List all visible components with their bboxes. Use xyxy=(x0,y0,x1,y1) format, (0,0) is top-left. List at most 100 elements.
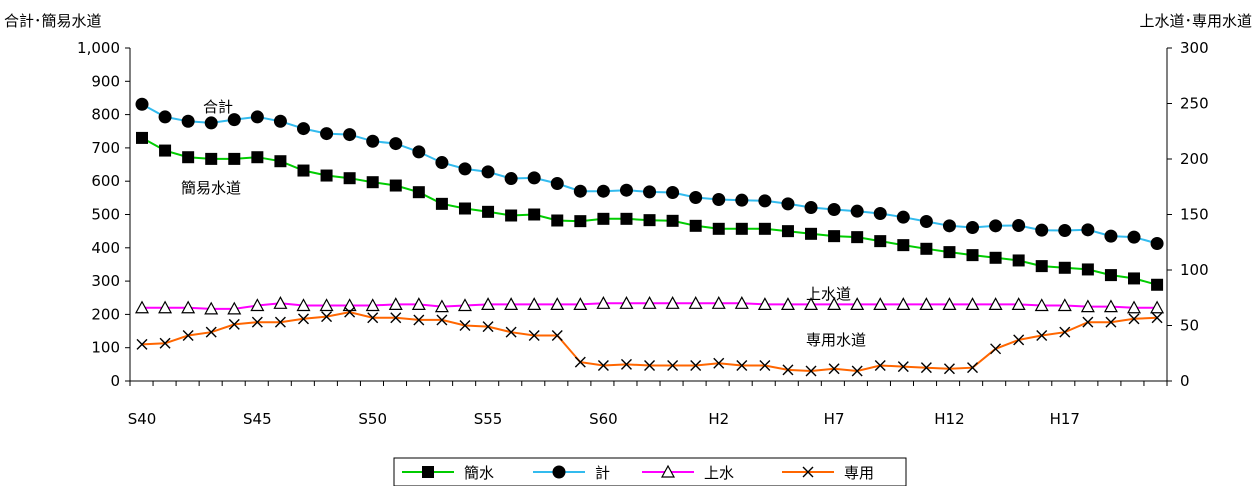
data-point xyxy=(735,222,748,235)
data-point xyxy=(1012,218,1026,232)
left-tick-label: 800 xyxy=(91,106,120,124)
series-専用 xyxy=(136,306,1163,377)
annotation-upper: 上水道 xyxy=(806,285,851,303)
data-point xyxy=(457,298,472,312)
data-point xyxy=(967,362,979,374)
data-point xyxy=(989,251,1002,264)
annotation-private: 専用水道 xyxy=(806,331,866,349)
data-point xyxy=(274,316,286,328)
data-point xyxy=(344,306,356,318)
right-tick-label: 150 xyxy=(1180,206,1209,224)
data-point xyxy=(436,314,448,326)
data-point xyxy=(434,299,449,313)
legend-label: 専用 xyxy=(844,464,874,482)
right-axis-title: 上水道･専用水道 xyxy=(1139,12,1252,30)
legend-marker xyxy=(552,465,566,479)
data-point xyxy=(897,361,909,373)
left-tick-label: 200 xyxy=(91,305,120,323)
data-point xyxy=(1150,236,1164,250)
legend: 簡水 計 上水 専用 xyxy=(393,457,907,486)
data-point xyxy=(250,110,264,124)
data-point xyxy=(989,219,1003,233)
data-point xyxy=(251,151,264,164)
data-point xyxy=(873,297,888,311)
left-tick-label: 600 xyxy=(91,172,120,190)
data-point xyxy=(597,359,609,371)
data-point xyxy=(966,249,979,262)
legend-label: 上水 xyxy=(704,464,734,482)
data-point xyxy=(412,186,425,199)
data-point xyxy=(851,231,864,244)
right-tick-label: 100 xyxy=(1180,261,1209,279)
data-point xyxy=(366,176,379,189)
data-point xyxy=(1035,260,1048,273)
data-point xyxy=(850,297,865,311)
left-tick-label: 100 xyxy=(91,339,120,357)
data-point xyxy=(458,202,471,215)
data-point xyxy=(273,114,287,128)
data-point xyxy=(758,194,772,208)
data-point xyxy=(181,300,196,314)
data-point xyxy=(343,172,356,185)
data-point xyxy=(158,300,173,314)
data-point xyxy=(897,239,910,252)
data-point xyxy=(665,296,680,309)
data-point xyxy=(1035,223,1049,237)
data-point xyxy=(1105,316,1117,328)
left-tick-label: 400 xyxy=(91,239,120,257)
data-point xyxy=(296,298,311,312)
annotation-total: 合計 xyxy=(203,98,233,116)
data-point xyxy=(781,225,794,238)
data-point xyxy=(1013,334,1025,346)
data-point xyxy=(1104,229,1118,243)
data-point xyxy=(827,203,841,217)
data-point xyxy=(620,358,632,370)
data-point xyxy=(850,204,864,218)
data-point xyxy=(596,296,611,309)
data-point xyxy=(342,298,357,312)
data-point xyxy=(459,320,471,331)
data-point xyxy=(642,296,657,309)
data-point xyxy=(366,134,380,148)
data-point xyxy=(1081,263,1094,276)
data-point xyxy=(597,212,610,225)
data-point xyxy=(990,343,1002,355)
data-point xyxy=(136,338,148,350)
data-point xyxy=(527,297,542,311)
data-point xyxy=(136,131,148,144)
data-point xyxy=(735,193,749,207)
data-point xyxy=(780,297,795,311)
data-point xyxy=(551,329,563,341)
data-point xyxy=(528,329,540,341)
data-point xyxy=(988,297,1003,311)
annotation-simple: 簡易水道 xyxy=(181,179,241,197)
data-point xyxy=(158,110,172,124)
legend-label: 計 xyxy=(595,464,610,482)
legend-marker xyxy=(422,466,434,478)
data-point xyxy=(1128,313,1140,325)
x-tick-label: S60 xyxy=(589,410,618,428)
data-point xyxy=(228,152,241,165)
data-point xyxy=(504,172,518,186)
data-point xyxy=(690,359,702,371)
data-point xyxy=(343,128,357,142)
data-point xyxy=(504,297,519,311)
data-point xyxy=(920,242,933,255)
data-point xyxy=(412,145,426,159)
data-point xyxy=(942,219,956,233)
legend-item: 簡水 xyxy=(402,464,494,482)
data-point xyxy=(134,300,150,314)
series-計 xyxy=(135,97,1164,250)
data-point xyxy=(1011,297,1026,311)
data-point xyxy=(482,321,494,333)
data-point xyxy=(435,197,448,210)
plot-area: 0 100 200 300 400 500 600 700 800 900 1,000 0 50 100… xyxy=(77,39,1209,428)
data-point xyxy=(390,312,402,324)
data-point xyxy=(896,210,910,224)
data-point xyxy=(319,298,334,312)
x-tick-label: S55 xyxy=(474,410,503,428)
data-point xyxy=(505,326,517,338)
right-tick-label: 250 xyxy=(1180,95,1209,113)
data-point xyxy=(1036,329,1048,341)
